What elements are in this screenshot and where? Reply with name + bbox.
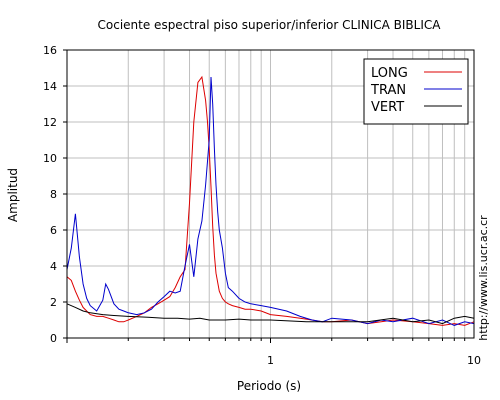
legend-box <box>363 58 469 125</box>
y-tick-label: 16 <box>43 44 57 57</box>
y-tick-label: 8 <box>50 188 57 201</box>
y-tick-label: 6 <box>50 224 57 237</box>
y-tick-label: 14 <box>43 80 57 93</box>
y-tick-label: 4 <box>50 260 57 273</box>
y-tick-label: 2 <box>50 296 57 309</box>
legend-label: LONG <box>371 66 408 81</box>
legend-label: TRAN <box>370 83 406 98</box>
series-line-vert <box>66 303 475 325</box>
y-axis-label: Amplitud <box>6 168 20 222</box>
y-tick-label: 10 <box>43 152 57 165</box>
chart-title: Cociente espectral piso superior/inferio… <box>98 18 442 32</box>
x-tick-label: 10 <box>467 354 481 367</box>
series-line-tran <box>66 76 475 326</box>
y-tick-label: 12 <box>43 116 57 129</box>
x-tick-label: 1 <box>267 354 274 367</box>
legend-label: VERT <box>371 100 404 115</box>
y-tick-label: 0 <box>50 332 57 345</box>
legend: LONG TRAN VERT <box>363 58 469 125</box>
series-layer <box>66 75 475 326</box>
axis-ticks: 0 2 4 6 8 10 12 14 16 1 10 <box>43 44 481 367</box>
source-url-label: http://www.lis.ucr.ac.cr <box>477 215 490 341</box>
x-axis-label: Periodo (s) <box>237 379 301 393</box>
series-line-long <box>66 75 475 326</box>
